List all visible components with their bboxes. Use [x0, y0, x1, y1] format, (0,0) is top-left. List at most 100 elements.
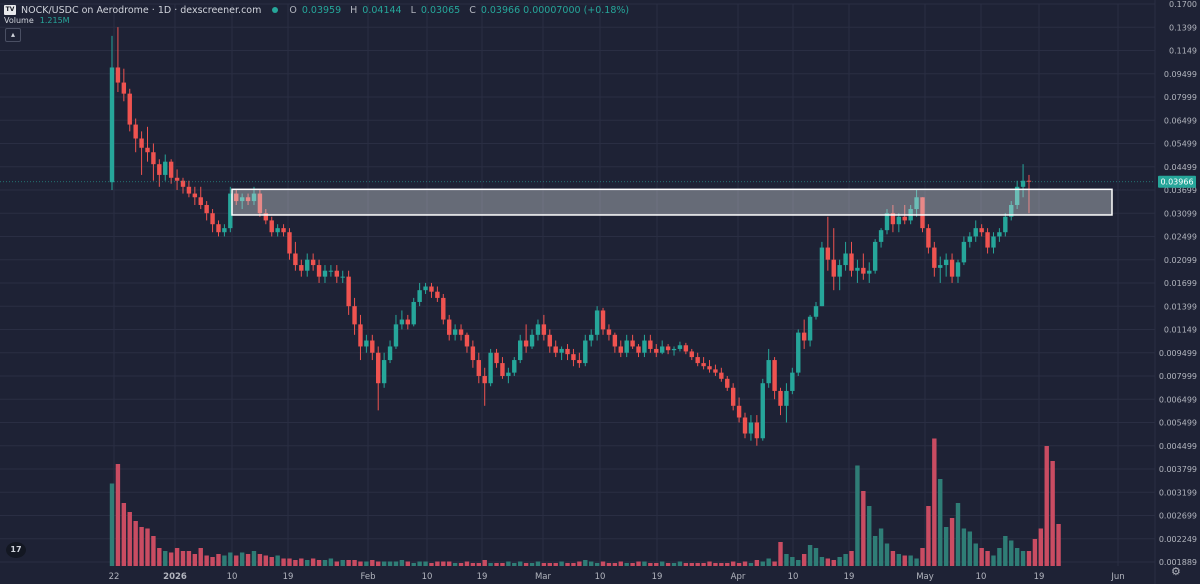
volume-bar: [334, 561, 340, 566]
volume-bar: [997, 548, 1002, 566]
volume-bar: [322, 560, 328, 566]
volume-bar: [423, 561, 428, 566]
candle-body: [955, 262, 961, 277]
x-tick-label: 19: [283, 572, 294, 582]
candle-body: [387, 346, 393, 361]
y-tick-label: 0.04499: [1164, 163, 1197, 172]
volume-bar: [825, 558, 831, 566]
volume-bar: [370, 560, 375, 566]
volume-bar: [772, 561, 777, 566]
candle-body: [677, 345, 683, 349]
candle-body: [790, 372, 795, 391]
candle-body: [801, 332, 807, 341]
x-axis: 22 2026 10 19 Feb 10 19 Mar 10 19 Apr 10 19 May 10 19 Ju…: [109, 572, 1125, 582]
candle-body: [322, 270, 328, 277]
candle-body: [867, 270, 872, 274]
volume-bar: [163, 551, 168, 566]
volume-bar: [1009, 540, 1014, 566]
candle-body: [376, 352, 381, 384]
candle-body: [441, 297, 446, 320]
candle-body: [216, 224, 221, 233]
volume-bar: [358, 561, 363, 566]
volume-bar: [464, 561, 470, 566]
candle-body: [281, 228, 286, 233]
candle-body: [855, 267, 860, 271]
volume-bar: [831, 560, 836, 566]
highlight-zone: [231, 188, 1113, 216]
candle-body: [358, 324, 363, 347]
tradingview-logo-icon[interactable]: 17: [6, 542, 26, 558]
volume-bar: [630, 563, 635, 566]
candle-body: [381, 360, 387, 384]
y-tick-label: 0.01149: [1164, 326, 1197, 335]
volume-bar: [447, 561, 452, 566]
y-tick-label: 0.002699: [1159, 512, 1197, 521]
candle-body: [594, 310, 600, 335]
candle-body: [588, 334, 594, 341]
candle-body: [730, 387, 736, 406]
volume-bar: [174, 548, 180, 566]
volume-bar: [855, 465, 860, 566]
candle-body: [547, 334, 552, 347]
candle-body: [163, 161, 168, 175]
y-tick-label: 0.09499: [1164, 70, 1197, 79]
candle-body: [476, 360, 481, 376]
symbol-title[interactable]: NOCK/USDC on Aerodrome · 1D · dexscreene…: [21, 4, 262, 16]
candle-body: [748, 422, 754, 434]
y-tick-label: 0.02499: [1164, 233, 1197, 242]
candle-body: [210, 213, 215, 225]
candle-body: [665, 346, 671, 351]
volume-bar: [535, 561, 541, 566]
candle-body: [813, 306, 819, 317]
y-tick-label: 0.002249: [1159, 535, 1197, 544]
volume-bar: [943, 527, 949, 566]
candle-body: [742, 417, 748, 434]
chart-header: TV NOCK/USDC on Aerodrome · 1D · dexscre…: [4, 3, 629, 17]
candle-body: [766, 360, 771, 384]
volume-bar: [1056, 524, 1061, 566]
candle-body: [571, 354, 576, 361]
volume-bar: [145, 528, 150, 566]
volume-bar: [287, 558, 292, 566]
volume-bar: [151, 536, 156, 566]
volume-bar: [642, 561, 647, 566]
volume-bar: [736, 563, 742, 566]
volume-bar: [263, 555, 269, 566]
last-price-tag: [1158, 175, 1196, 188]
candle-body: [234, 193, 239, 202]
candle-body: [127, 93, 132, 125]
volume-bar: [476, 563, 481, 566]
candle-body: [334, 270, 340, 277]
volume-bar: [878, 528, 884, 566]
collapse-legend-button[interactable]: ▴: [5, 28, 21, 42]
candle-body: [429, 286, 434, 292]
volume-bar: [665, 563, 671, 566]
candle-body: [713, 369, 718, 373]
candle-body: [352, 306, 357, 325]
volume-bar: [553, 563, 558, 566]
candle-body: [435, 291, 440, 298]
x-tick-label: 22: [109, 572, 120, 582]
volume-bar: [269, 557, 274, 566]
volume-bar: [352, 560, 357, 566]
candle-body: [328, 270, 334, 272]
x-tick-label: 10: [976, 572, 987, 582]
volume-bar: [955, 503, 961, 566]
volume-bar: [926, 506, 931, 566]
volume-bar: [452, 563, 458, 566]
volume-bar: [908, 555, 913, 566]
volume-bar: [381, 561, 387, 566]
volume-bar: [949, 518, 955, 566]
candle-body: [979, 228, 984, 233]
candle-body: [938, 265, 943, 268]
volume-bar: [577, 561, 582, 566]
volume-bar: [624, 563, 629, 566]
settings-gear-icon[interactable]: ⚙: [1171, 565, 1181, 578]
volume-bar: [588, 561, 594, 566]
volume-bar: [890, 551, 896, 566]
candle-body: [245, 197, 251, 202]
candle-body: [269, 220, 274, 233]
ohlc-low-key: L: [410, 4, 416, 16]
volume-bar: [872, 536, 878, 566]
